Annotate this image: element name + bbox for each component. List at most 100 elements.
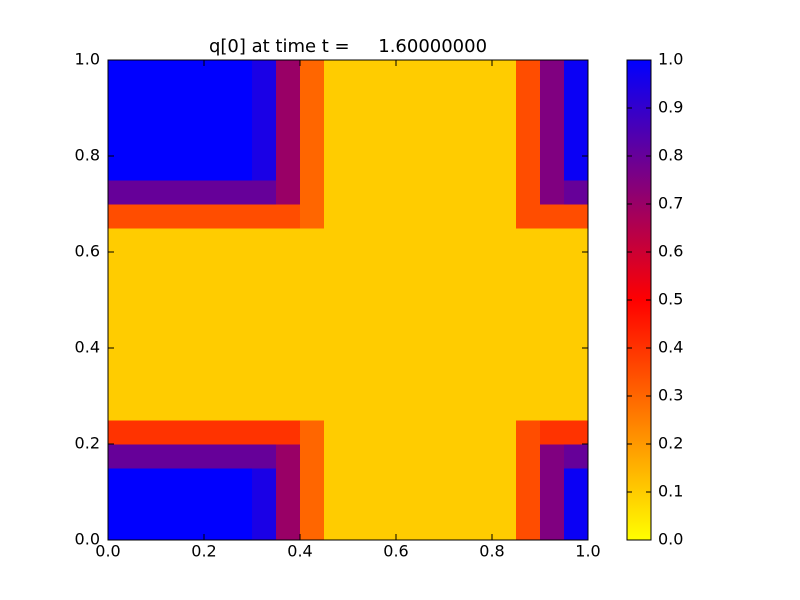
heatmap-cell [228, 468, 253, 493]
heatmap-cell [108, 444, 133, 469]
heatmap-cell [348, 300, 373, 325]
heatmap-cell [420, 156, 445, 181]
heatmap-cell [324, 372, 349, 397]
heatmap-cell [180, 108, 205, 133]
colorbar-tick-label: 0.2 [658, 434, 683, 453]
heatmap-cell [252, 108, 277, 133]
heatmap-cell [468, 108, 493, 133]
heatmap-cell [348, 324, 373, 349]
heatmap-cell [444, 300, 469, 325]
heatmap-cell [156, 420, 181, 445]
heatmap-cell [516, 444, 541, 469]
heatmap-cell [300, 492, 325, 517]
heatmap-cell [132, 204, 157, 229]
heatmap-cell [204, 84, 229, 109]
heatmap-cell [564, 180, 589, 205]
heatmap-cell [540, 132, 565, 157]
heatmap-cell [108, 132, 133, 157]
heatmap-cell [468, 348, 493, 373]
heatmap-cell [228, 132, 253, 157]
colorbar-tick-label: 1.0 [658, 50, 683, 69]
heatmap-cell [468, 156, 493, 181]
heatmap-cell [348, 252, 373, 277]
heatmap-cell [132, 60, 157, 85]
heatmap-cell [252, 204, 277, 229]
heatmap-cell [324, 348, 349, 373]
heatmap-cell [492, 252, 517, 277]
heatmap-cell [492, 228, 517, 253]
heatmap-cell [396, 156, 421, 181]
heatmap-cell [444, 324, 469, 349]
x-tick-label: 0.2 [191, 542, 216, 561]
heatmap-cell [492, 396, 517, 421]
heatmap-cell [444, 276, 469, 301]
heatmap-cell [180, 324, 205, 349]
heatmap-cell [348, 204, 373, 229]
heatmap-cell [564, 396, 589, 421]
heatmap-cell [564, 252, 589, 277]
heatmap-cell [372, 156, 397, 181]
heatmap-cell [132, 132, 157, 157]
heatmap-cell [444, 180, 469, 205]
heatmap-cell [540, 108, 565, 133]
heatmap-cell [444, 468, 469, 493]
heatmap-cell [324, 516, 349, 541]
heatmap-cell [444, 252, 469, 277]
heatmap-cell [228, 492, 253, 517]
heatmap-cell [540, 348, 565, 373]
heatmap-cell [348, 396, 373, 421]
heatmap-cell [492, 420, 517, 445]
colorbar-tick-label: 0.6 [658, 242, 683, 261]
heatmap-cell [228, 444, 253, 469]
heatmap-cell [324, 228, 349, 253]
heatmap-cell [252, 228, 277, 253]
heatmap-cell [252, 468, 277, 493]
heatmap-cell [132, 108, 157, 133]
heatmap-cell [132, 84, 157, 109]
heatmap-cell [372, 516, 397, 541]
heatmap-cell [156, 84, 181, 109]
heatmap-cell [204, 252, 229, 277]
heatmap-cell [372, 180, 397, 205]
heatmap-cell [420, 252, 445, 277]
heatmap-cell [564, 108, 589, 133]
heatmap-cell [516, 516, 541, 541]
heatmap-cell [156, 204, 181, 229]
heatmap-cell [204, 132, 229, 157]
heatmap-cell [228, 252, 253, 277]
heatmap-cell [468, 372, 493, 397]
heatmap-cell [276, 396, 301, 421]
heatmap-cell [564, 468, 589, 493]
heatmap-cell [132, 324, 157, 349]
heatmap-cell [276, 108, 301, 133]
heatmap-cell [420, 60, 445, 85]
heatmap-cell [180, 348, 205, 373]
heatmap-cell [324, 300, 349, 325]
heatmap-cell [516, 84, 541, 109]
heatmap-cell [180, 180, 205, 205]
heatmap-cell [516, 324, 541, 349]
heatmap-cell [132, 444, 157, 469]
y-tick-label: 0.8 [75, 146, 100, 165]
heatmap-cell [228, 84, 253, 109]
y-tick-label: 0.0 [75, 530, 100, 549]
heatmap-cell [156, 372, 181, 397]
heatmap-cell [156, 108, 181, 133]
x-tick-label: 0.0 [95, 542, 120, 561]
heatmap-cell [516, 492, 541, 517]
heatmap-cell [228, 60, 253, 85]
heatmap-cell [396, 444, 421, 469]
heatmap-cell [420, 180, 445, 205]
heatmap-cell [132, 372, 157, 397]
heatmap-cell [108, 252, 133, 277]
colorbar-tick-label: 0.4 [658, 338, 683, 357]
colorbar-tick-label: 0.1 [658, 482, 683, 501]
heatmap-cell [324, 276, 349, 301]
x-tick-label: 1.0 [575, 542, 600, 561]
heatmap-cell [276, 156, 301, 181]
heatmap-cell [324, 204, 349, 229]
heatmap-cell [300, 372, 325, 397]
heatmap-cell [468, 252, 493, 277]
heatmap-cell [204, 372, 229, 397]
heatmap-cell [276, 348, 301, 373]
